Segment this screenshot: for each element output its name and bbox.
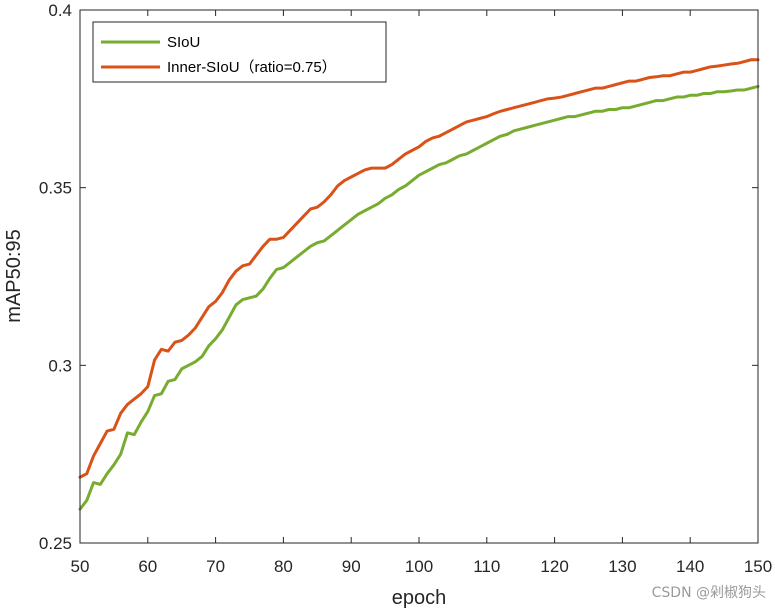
legend-label-inner-siou: Inner-SIoU（ratio=0.75） — [167, 59, 337, 76]
x-tick-label: 120 — [540, 557, 568, 576]
series-line-1 — [78, 58, 760, 479]
y-tick-label: 0.25 — [39, 534, 72, 553]
x-axis-title: epoch — [392, 587, 447, 609]
x-tick-label: 140 — [676, 557, 704, 576]
y-axis-title: mAP50:95 — [3, 229, 25, 322]
x-tick-label: 80 — [274, 557, 293, 576]
axis-ticks: 50 60 70 80 90 100 110 120 130 140 150 0.25 0.3 0.35 0… — [39, 1, 772, 576]
x-tick-label: 100 — [405, 557, 433, 576]
series-line-0 — [78, 84, 760, 511]
legend: SIoU Inner-SIoU（ratio=0.75） — [92, 21, 387, 83]
y-tick-label: 0.35 — [39, 179, 72, 198]
x-tick-label: 70 — [206, 557, 225, 576]
y-tick-label: 0.4 — [48, 1, 72, 20]
x-tick-label: 90 — [342, 557, 361, 576]
x-tick-label: 110 — [473, 557, 500, 576]
x-tick-label: 50 — [71, 557, 90, 576]
legend-label-siou: SIoU — [167, 34, 200, 51]
series-layer — [78, 58, 760, 511]
x-tick-label: 150 — [744, 557, 772, 576]
y-tick-label: 0.3 — [48, 356, 72, 375]
watermark-text: CSDN @剁椒狗头 — [652, 585, 766, 601]
x-tick-label: 60 — [138, 557, 157, 576]
legend-box — [92, 21, 387, 83]
x-tick-label: 130 — [608, 557, 636, 576]
